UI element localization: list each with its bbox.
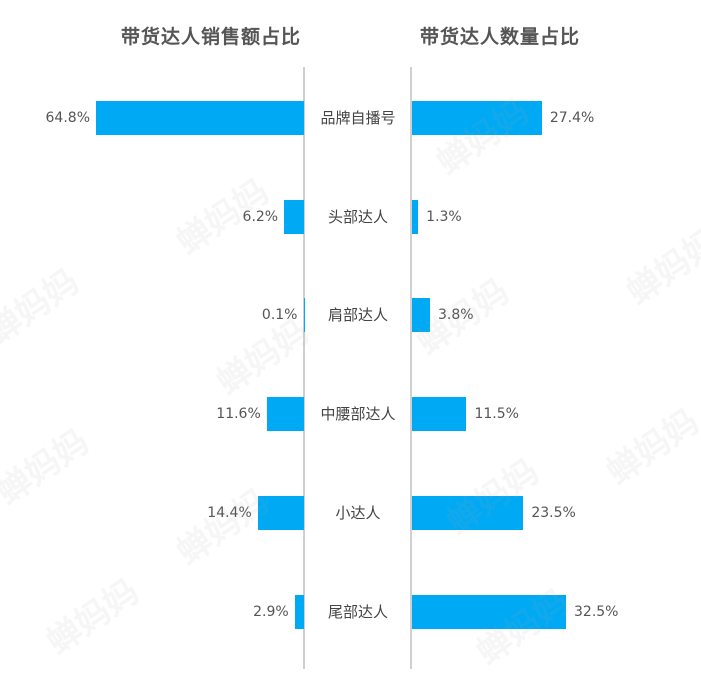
category-label: 尾部达人	[327, 603, 388, 621]
sales-share-label: 2.9%	[253, 604, 289, 620]
count-share-label: 3.8%	[438, 307, 474, 323]
count-share-bar	[412, 397, 467, 431]
sales-share-bar	[294, 595, 304, 629]
category-label: 中腰部达人	[320, 405, 396, 423]
count-share-label: 1.3%	[426, 209, 462, 225]
sales-share-bar	[257, 496, 304, 530]
count-share-bar	[412, 496, 524, 530]
left-chart-title: 带货达人销售额占比	[120, 26, 302, 48]
sales-share-bar	[284, 200, 304, 234]
right-axis-line	[410, 67, 412, 669]
watermark-text: 蝉妈妈	[619, 221, 701, 314]
watermark-text: 蝉妈妈	[0, 261, 87, 354]
watermark-text: 蝉妈妈	[599, 401, 701, 494]
sales-share-label: 0.1%	[261, 307, 298, 323]
count-share-label: 32.5%	[574, 604, 619, 620]
count-share-bar	[412, 298, 430, 332]
watermark-text: 蝉妈妈	[0, 421, 97, 514]
right-chart-title: 带货达人数量占比	[419, 26, 581, 48]
count-share-bar	[412, 595, 566, 629]
sales-share-label: 14.4%	[207, 505, 252, 521]
sales-share-label: 11.6%	[216, 406, 261, 422]
left-axis-line	[303, 67, 305, 669]
sales-share-label: 6.2%	[242, 209, 279, 225]
count-share-label: 11.5%	[474, 406, 519, 422]
sales-share-bar	[96, 101, 304, 135]
watermark-text: 蝉妈妈	[39, 571, 147, 664]
category-label: 肩部达人	[327, 306, 388, 324]
count-share-label: 27.4%	[549, 110, 595, 126]
category-label: 头部达人	[327, 208, 388, 226]
count-share-bar	[412, 200, 419, 234]
category-label: 小达人	[335, 504, 381, 522]
count-share-bar	[412, 101, 542, 135]
sales-share-bar	[303, 298, 304, 332]
count-share-label: 23.5%	[531, 505, 576, 521]
category-label: 品牌自播号	[320, 109, 396, 127]
sales-share-label: 64.8%	[45, 110, 90, 126]
sales-share-bar	[266, 397, 304, 431]
